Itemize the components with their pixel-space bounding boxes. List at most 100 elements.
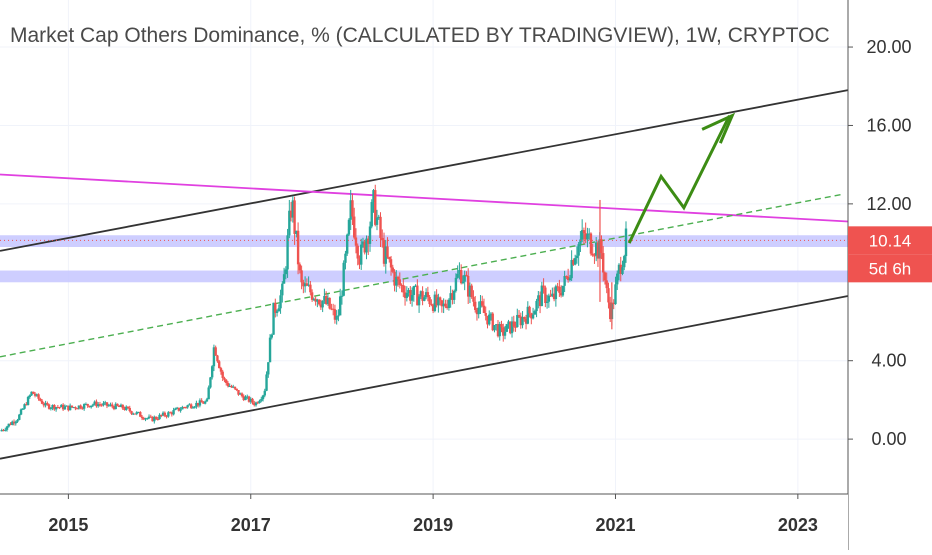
candle-body xyxy=(603,272,607,281)
candle-body xyxy=(365,238,368,253)
candle-body xyxy=(181,407,184,410)
candle-body xyxy=(591,253,594,256)
candle-body xyxy=(184,407,188,409)
x-tick-label: 2015 xyxy=(48,515,88,535)
candle-body xyxy=(347,219,351,235)
candle-body xyxy=(605,280,608,289)
candle-body xyxy=(498,324,501,337)
candle-body xyxy=(500,324,503,328)
candle-body xyxy=(465,274,468,276)
candle-body xyxy=(393,271,396,286)
candle-body xyxy=(228,386,231,388)
candle-body xyxy=(205,399,209,402)
candle-body xyxy=(9,423,12,425)
candle-body xyxy=(544,287,547,304)
candle-body xyxy=(509,321,512,334)
candle-body xyxy=(530,313,533,319)
candle-body xyxy=(30,391,33,396)
candle-body xyxy=(496,324,500,337)
candle-body xyxy=(72,407,75,409)
candle-body xyxy=(337,315,340,317)
candle-body xyxy=(167,412,170,417)
candle-body xyxy=(230,386,233,388)
support-band xyxy=(0,235,848,247)
time-scale-background[interactable] xyxy=(0,494,848,550)
candle-body xyxy=(586,234,589,240)
candle-body xyxy=(582,230,586,234)
y-tick-label: 12.00 xyxy=(866,194,911,214)
candle-body xyxy=(335,316,338,320)
candle-body xyxy=(132,413,135,415)
candle-body xyxy=(424,292,428,298)
candle-body xyxy=(609,302,612,320)
candle-body xyxy=(600,239,603,254)
candle-body xyxy=(417,296,421,306)
candle-body xyxy=(65,405,68,407)
candle-body xyxy=(300,270,303,283)
candle-body xyxy=(274,302,277,313)
trend-lines xyxy=(0,89,849,460)
y-tick-label: 0.00 xyxy=(871,429,906,449)
candle-body xyxy=(542,285,545,288)
candle-body xyxy=(363,241,366,253)
candle-body xyxy=(216,355,219,362)
candle-body xyxy=(107,405,110,407)
candle-body xyxy=(303,283,307,287)
candle-body xyxy=(160,414,163,416)
candle-body xyxy=(249,398,252,402)
candle-body xyxy=(481,301,484,306)
candle-body xyxy=(412,286,416,296)
candle-body xyxy=(488,314,491,325)
candle-body xyxy=(267,362,270,375)
candle-body xyxy=(386,246,389,257)
candle-body xyxy=(214,347,217,356)
candle-body xyxy=(614,284,617,305)
channel-lower-line xyxy=(0,295,849,460)
candle-body xyxy=(39,398,42,401)
candle-body xyxy=(140,416,144,419)
candle-body xyxy=(340,295,344,297)
candle-body xyxy=(431,305,435,311)
candle-body xyxy=(296,230,300,265)
candle-body xyxy=(119,404,123,408)
candle-body xyxy=(25,404,28,406)
candle-body xyxy=(356,245,359,259)
candle-body xyxy=(182,407,186,409)
candle-body xyxy=(514,326,517,328)
candle-body xyxy=(309,284,312,293)
candle-body xyxy=(18,414,21,420)
candle-body xyxy=(37,394,40,399)
candle-body xyxy=(114,403,117,410)
candle-body xyxy=(321,300,324,308)
candle-body xyxy=(289,210,293,218)
candle-body xyxy=(472,297,475,302)
candle-body xyxy=(284,269,288,275)
candle-body xyxy=(275,311,279,313)
candle-body xyxy=(388,256,391,260)
candle-body xyxy=(44,403,47,406)
support-band xyxy=(0,270,848,283)
candle-body xyxy=(454,277,458,291)
candle-body xyxy=(291,200,295,218)
candle-body xyxy=(612,302,615,305)
candle-body xyxy=(531,314,535,319)
candle-body xyxy=(312,298,316,300)
horizontal-bands xyxy=(0,235,848,283)
candle-body xyxy=(126,406,130,408)
candle-body xyxy=(144,418,147,420)
candle-body xyxy=(102,403,105,406)
candle-body xyxy=(616,273,619,285)
candle-body xyxy=(28,395,32,397)
candle-body xyxy=(242,396,245,401)
candle-body xyxy=(67,405,70,411)
candle-body xyxy=(121,404,124,409)
candle-body xyxy=(572,259,575,265)
current-price-badge xyxy=(848,226,932,255)
candle-body xyxy=(545,301,549,304)
candle-body xyxy=(68,405,72,411)
candle-body xyxy=(84,403,88,405)
candle-body xyxy=(310,292,314,300)
candle-body xyxy=(360,244,363,265)
candle-body xyxy=(235,388,238,391)
